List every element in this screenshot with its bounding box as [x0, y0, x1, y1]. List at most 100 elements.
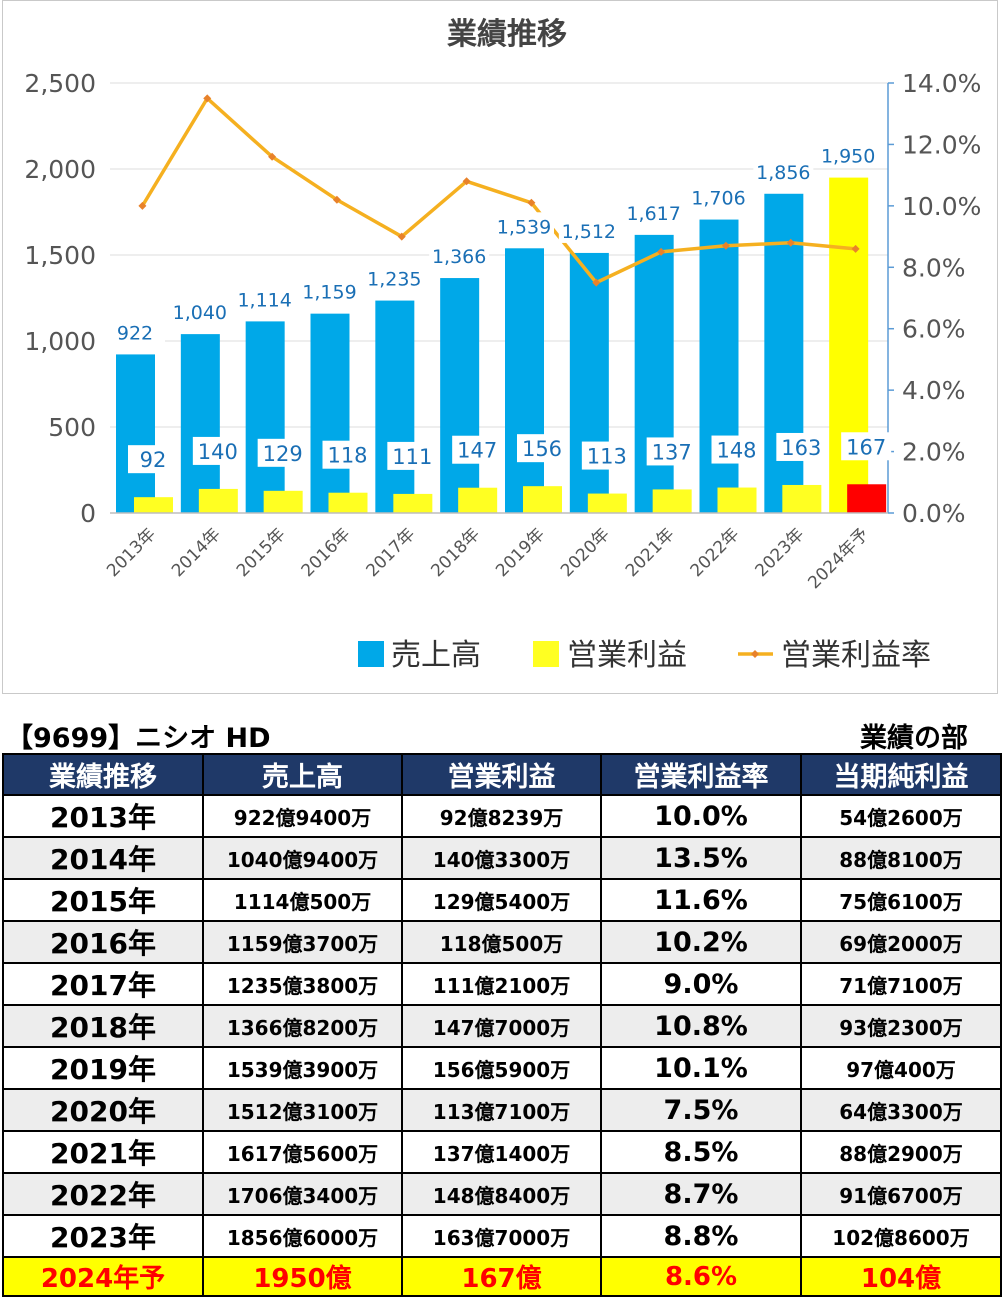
x-category-label: 2017年 [363, 524, 420, 581]
operating-profit-cell: 113億7100万 [401, 1088, 602, 1132]
operating-profit-data-label: 113 [587, 445, 627, 469]
y-right-tick-label: 6.0% [902, 315, 966, 344]
sales-data-label: 1,950 [821, 146, 875, 168]
year-cell: 2023年 [2, 1214, 204, 1258]
operating-margin-cell: 10.1% [600, 1046, 802, 1090]
x-category-label: 2018年 [427, 524, 484, 581]
operating-profit-bar [782, 484, 822, 513]
sales-label-bg [234, 285, 295, 312]
sales-data-label: 1,706 [691, 188, 745, 210]
operating-profit-data-label: 167 [846, 435, 886, 459]
sales-cell: 1617億5600万 [202, 1130, 403, 1174]
year-cell: 2014年 [2, 836, 204, 880]
operating-profit-label-bg [322, 440, 373, 469]
table-row: 2021年 1617億5600万 137億1400万 8.5% 88億2900万 [2, 1130, 1002, 1174]
operating-margin-point [851, 244, 860, 253]
legend-operating-margin-label: 営業利益率 [781, 638, 931, 673]
y-left-tick-label: 0 [80, 499, 96, 528]
operating-profit-label-bg [257, 438, 308, 467]
table-row: 2017年 1235億3800万 111億2100万 9.0% 71億7100万 [2, 962, 1002, 1006]
sales-label-bg [753, 157, 814, 184]
operating-margin-cell: 11.6% [600, 878, 802, 922]
year-cell: 2017年 [2, 962, 204, 1006]
y-left-tick-label: 2,000 [24, 155, 96, 184]
sales-label-bg [429, 242, 490, 269]
operating-profit-data-label: 137 [652, 440, 692, 464]
operating-margin-point [332, 195, 341, 204]
operating-margin-point [462, 177, 471, 186]
operating-profit-bar [458, 487, 498, 513]
operating-margin-point [657, 247, 666, 256]
table-row: 2015年 1114億500万 129億5400万 11.6% 75億6100万 [2, 878, 1002, 922]
legend-sales-label: 売上高 [391, 638, 481, 673]
sales-bar [699, 219, 739, 513]
operating-margin-cell: 8.5% [600, 1130, 802, 1174]
operating-profit-data-label: 147 [457, 439, 497, 463]
sales-data-label: 1,114 [237, 289, 291, 311]
x-category-label: 2024年予 [804, 524, 873, 593]
x-category-label: 2013年 [103, 524, 160, 581]
net-income-cell: 91億6700万 [800, 1172, 1002, 1216]
forecast-row: 2024年予 1950億 167億 8.6% 104億 [2, 1256, 1002, 1297]
operating-profit-label-bg [387, 441, 438, 470]
sales-cell: 1706億3400万 [202, 1172, 403, 1216]
column-header: 営業利益率 [600, 753, 802, 796]
sales-label-bg [688, 183, 749, 210]
x-category-label: 2023年 [752, 524, 809, 581]
y-left-tick-label: 500 [48, 413, 96, 442]
net-income-cell: 93億2300万 [800, 1004, 1002, 1048]
y-left-tick-label: 2,500 [24, 69, 96, 98]
operating-profit-bar [134, 497, 173, 513]
operating-profit-cell: 137億1400万 [401, 1130, 602, 1174]
operating-profit-bar [587, 493, 627, 513]
table-header-bar: 【9699】ニシオ HD 業績の部 [0, 716, 1002, 754]
net-income-cell: 54億2600万 [800, 794, 1002, 838]
net-income-cell: 88億8100万 [800, 836, 1002, 880]
legend-operating-profit-swatch [533, 641, 559, 667]
operating-margin-point [268, 152, 277, 161]
operating-profit-label-bg [128, 445, 178, 474]
x-category-label: 2016年 [298, 524, 355, 581]
operating-margin-point [592, 278, 601, 287]
operating-profit-cell: 148億8400万 [401, 1172, 602, 1216]
operating-profit-cell: 163億7000万 [401, 1214, 602, 1258]
operating-profit-data-label: 148 [716, 439, 756, 463]
y-left-tick-label: 1,000 [24, 327, 96, 356]
year-cell: 2016年 [2, 920, 204, 964]
y-right-tick-label: 0.0% [902, 499, 966, 528]
sales-label-bg [494, 212, 554, 239]
net-income-cell: 97億400万 [800, 1046, 1002, 1090]
operating-margin-point [138, 201, 147, 210]
operating-profit-label-bg [776, 432, 827, 461]
x-category-label: 2021年 [622, 524, 679, 581]
x-category-label: 2015年 [233, 524, 290, 581]
y-right-tick-label: 14.0% [902, 69, 981, 98]
operating-margin-line [140, 96, 856, 285]
operating-margin-point [203, 94, 212, 103]
operating-profit-cell: 156億5900万 [401, 1046, 602, 1090]
year-cell: 2021年 [2, 1130, 204, 1174]
net-income-cell: 75億6100万 [800, 878, 1002, 922]
operating-margin-cell: 8.8% [600, 1214, 802, 1258]
y-right-tick-label: 8.0% [902, 253, 966, 282]
year-cell: 2020年 [2, 1088, 204, 1132]
y-left-tick-label: 1,500 [24, 241, 96, 270]
sales-data-label: 1,617 [626, 203, 680, 225]
column-header: 業績推移 [2, 753, 204, 796]
table-row: 2018年 1366億8200万 147億7000万 10.8% 93億2300万 [2, 1004, 1002, 1048]
operating-profit-label-bg [192, 436, 243, 465]
column-header: 売上高 [202, 753, 403, 796]
operating-profit-label-bg [841, 432, 892, 461]
operating-margin-point [397, 232, 406, 241]
operating-profit-label-bg [517, 434, 567, 463]
operating-profit-cell: 167億 [401, 1256, 602, 1297]
operating-margin-cell: 13.5% [600, 836, 802, 880]
results-table: 業績推移 売上高 営業利益 営業利益率 当期純利益 2013年 922億9400万… [2, 753, 1002, 1297]
table-row: 2020年 1512億3100万 113億7100万 7.5% 64億3300万 [2, 1088, 1002, 1132]
legend-operating-profit-label: 営業利益 [567, 638, 687, 673]
operating-margin-point [527, 198, 536, 207]
sales-cell: 1539億3900万 [202, 1046, 403, 1090]
sales-label-bg [818, 141, 879, 168]
sales-cell: 1114億500万 [202, 878, 403, 922]
section-label: 業績の部 [860, 723, 968, 754]
